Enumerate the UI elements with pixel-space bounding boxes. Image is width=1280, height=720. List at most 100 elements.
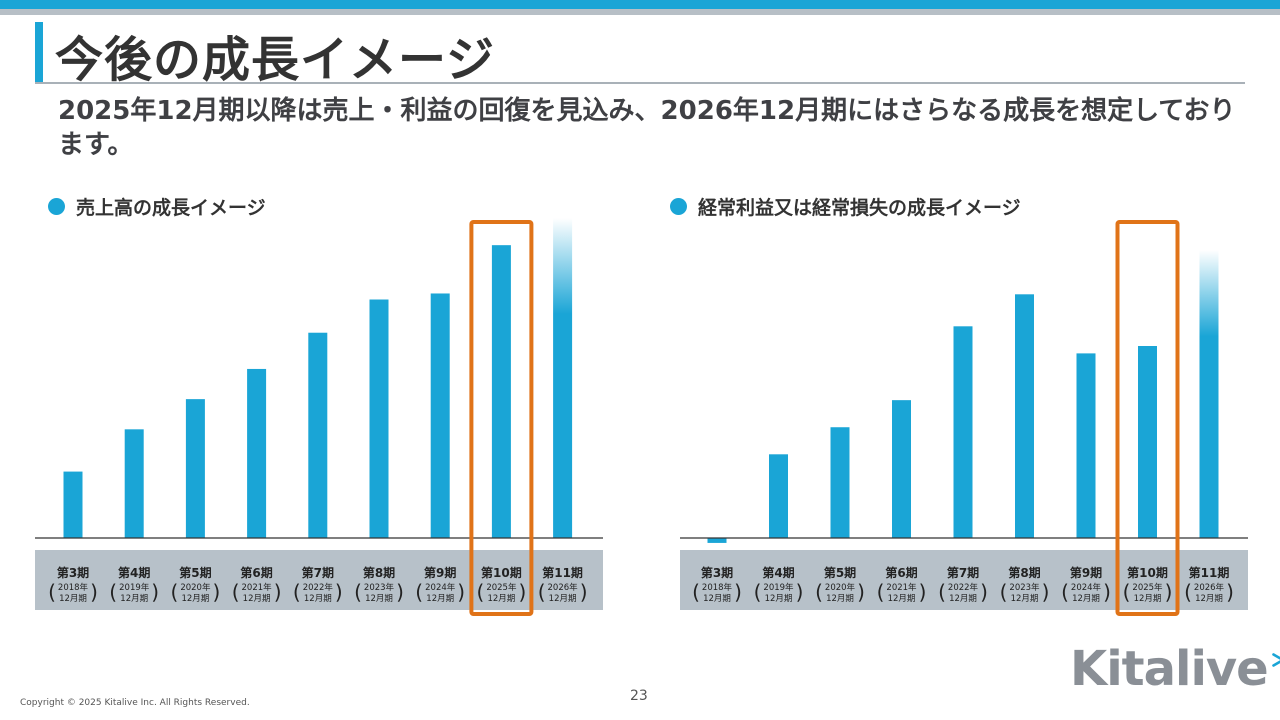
tick-paren-left: (	[170, 580, 178, 604]
tick-label-year: 2021年	[242, 582, 273, 593]
tick-label-year: 2024年	[425, 582, 456, 593]
title-accent-bar	[35, 22, 43, 82]
tick-label-month: 12月期	[243, 594, 271, 604]
bar	[185, 399, 205, 538]
title-underline	[35, 82, 1245, 84]
tick-label-period: 第9期	[424, 565, 456, 580]
tick-paren-left: (	[109, 580, 117, 604]
sales-chart-heading: 売上高の成長イメージ	[48, 193, 266, 220]
tick-paren-right: )	[734, 580, 742, 604]
tick-label-month: 12月期	[549, 594, 577, 604]
bar	[769, 454, 788, 538]
bar	[830, 427, 850, 538]
tick-paren-right: )	[396, 580, 404, 604]
bar	[1076, 353, 1096, 538]
bar-projected	[553, 218, 573, 538]
tick-label-month: 12月期	[826, 594, 854, 604]
category-axis-band	[35, 550, 603, 610]
tick-paren-left: (	[1123, 580, 1131, 604]
tick-label-month: 12月期	[59, 594, 87, 604]
tick-label-period: 第11期	[1189, 565, 1230, 580]
tick-label-period: 第4期	[762, 565, 794, 580]
top-accent-bar	[0, 0, 1280, 9]
tick-label-period: 第7期	[302, 565, 334, 580]
tick-label-period: 第8期	[1008, 565, 1040, 580]
highlight-box	[1115, 220, 1180, 616]
tick-paren-left: (	[415, 580, 423, 604]
tick-label-year: 2026年	[1194, 582, 1225, 593]
tick-label-period: 第6期	[885, 565, 917, 580]
sales-chart: 第3期2018年12月期()第4期2019年12月期()第5期2020年12月期…	[35, 218, 603, 616]
tick-label-year: 2024年	[1071, 582, 1102, 593]
tick-label-month: 12月期	[949, 594, 977, 604]
bar-projected	[1199, 250, 1219, 538]
profit-chart-heading: 経常利益又は経常損失の成長イメージ	[670, 193, 1021, 220]
tick-label-year: 2026年	[548, 582, 579, 593]
bar	[247, 368, 267, 538]
tick-paren-right: )	[796, 580, 804, 604]
bar	[491, 245, 511, 539]
tick-paren-right: )	[980, 580, 988, 604]
tick-label-month: 12月期	[1072, 594, 1100, 604]
page-number: 23	[630, 688, 648, 704]
bar	[953, 326, 973, 538]
tick-paren-left: (	[538, 580, 546, 604]
tick-paren-right: )	[919, 580, 927, 604]
bar	[1138, 346, 1157, 538]
tick-label-year: 2018年	[58, 582, 89, 593]
tick-label-year: 2019年	[763, 582, 794, 593]
tick-label-period: 第3期	[57, 565, 89, 580]
tick-paren-right: )	[1226, 580, 1234, 604]
bar	[707, 538, 727, 543]
tick-paren-right: )	[1165, 580, 1173, 604]
tick-label-period: 第4期	[118, 565, 150, 580]
tick-label-year: 2022年	[303, 582, 334, 593]
sales-chart-title: 売上高の成長イメージ	[76, 197, 266, 219]
tick-label-period: 第7期	[947, 565, 979, 580]
tick-paren-left: (	[293, 580, 301, 604]
page-title: 今後の成長イメージ	[55, 32, 496, 88]
tick-paren-left: (	[48, 580, 56, 604]
tick-label-year: 2022年	[948, 582, 979, 593]
tick-label-year: 2020年	[180, 582, 211, 593]
tick-label-period: 第10期	[1127, 565, 1168, 580]
tick-label-month: 12月期	[304, 594, 332, 604]
tick-label-month: 12月期	[1195, 594, 1223, 604]
tick-label-month: 12月期	[181, 594, 209, 604]
tick-paren-right: )	[1103, 580, 1111, 604]
tick-paren-left: (	[877, 580, 885, 604]
tick-label-month: 12月期	[703, 594, 731, 604]
tick-paren-right: )	[335, 580, 343, 604]
tick-paren-left: (	[815, 580, 823, 604]
bar	[1015, 294, 1034, 538]
tick-paren-right: )	[90, 580, 98, 604]
tick-paren-right: )	[580, 580, 588, 604]
profit-chart-title: 経常利益又は経常損失の成長イメージ	[698, 197, 1021, 219]
tick-paren-right: )	[518, 580, 526, 604]
tick-label-period: 第9期	[1070, 565, 1102, 580]
tick-label-month: 12月期	[426, 594, 454, 604]
tick-label-month: 12月期	[365, 594, 393, 604]
bar	[430, 293, 450, 538]
highlight-box	[469, 220, 534, 616]
tick-paren-left: (	[476, 580, 484, 604]
tick-label-month: 12月期	[120, 594, 148, 604]
tick-paren-right: )	[274, 580, 282, 604]
tick-paren-right: )	[1042, 580, 1050, 604]
tick-label-month: 12月期	[888, 594, 916, 604]
tick-label-year: 2018年	[702, 582, 733, 593]
copyright-text: Copyright © 2025 Kitalive Inc. All Right…	[20, 698, 250, 708]
tick-label-year: 2021年	[886, 582, 917, 593]
tick-label-period: 第5期	[179, 565, 211, 580]
tick-label-year: 2020年	[825, 582, 856, 593]
tick-label-period: 第6期	[240, 565, 272, 580]
tick-paren-left: (	[354, 580, 362, 604]
bullet-dot-icon	[48, 198, 65, 215]
tick-label-month: 12月期	[487, 594, 515, 604]
asterisk-icon	[1271, 653, 1280, 667]
kitalive-logo: Kitalive	[1070, 645, 1280, 693]
tick-label-period: 第3期	[701, 565, 733, 580]
tick-label-month: 12月期	[1011, 594, 1039, 604]
bar	[124, 429, 144, 538]
